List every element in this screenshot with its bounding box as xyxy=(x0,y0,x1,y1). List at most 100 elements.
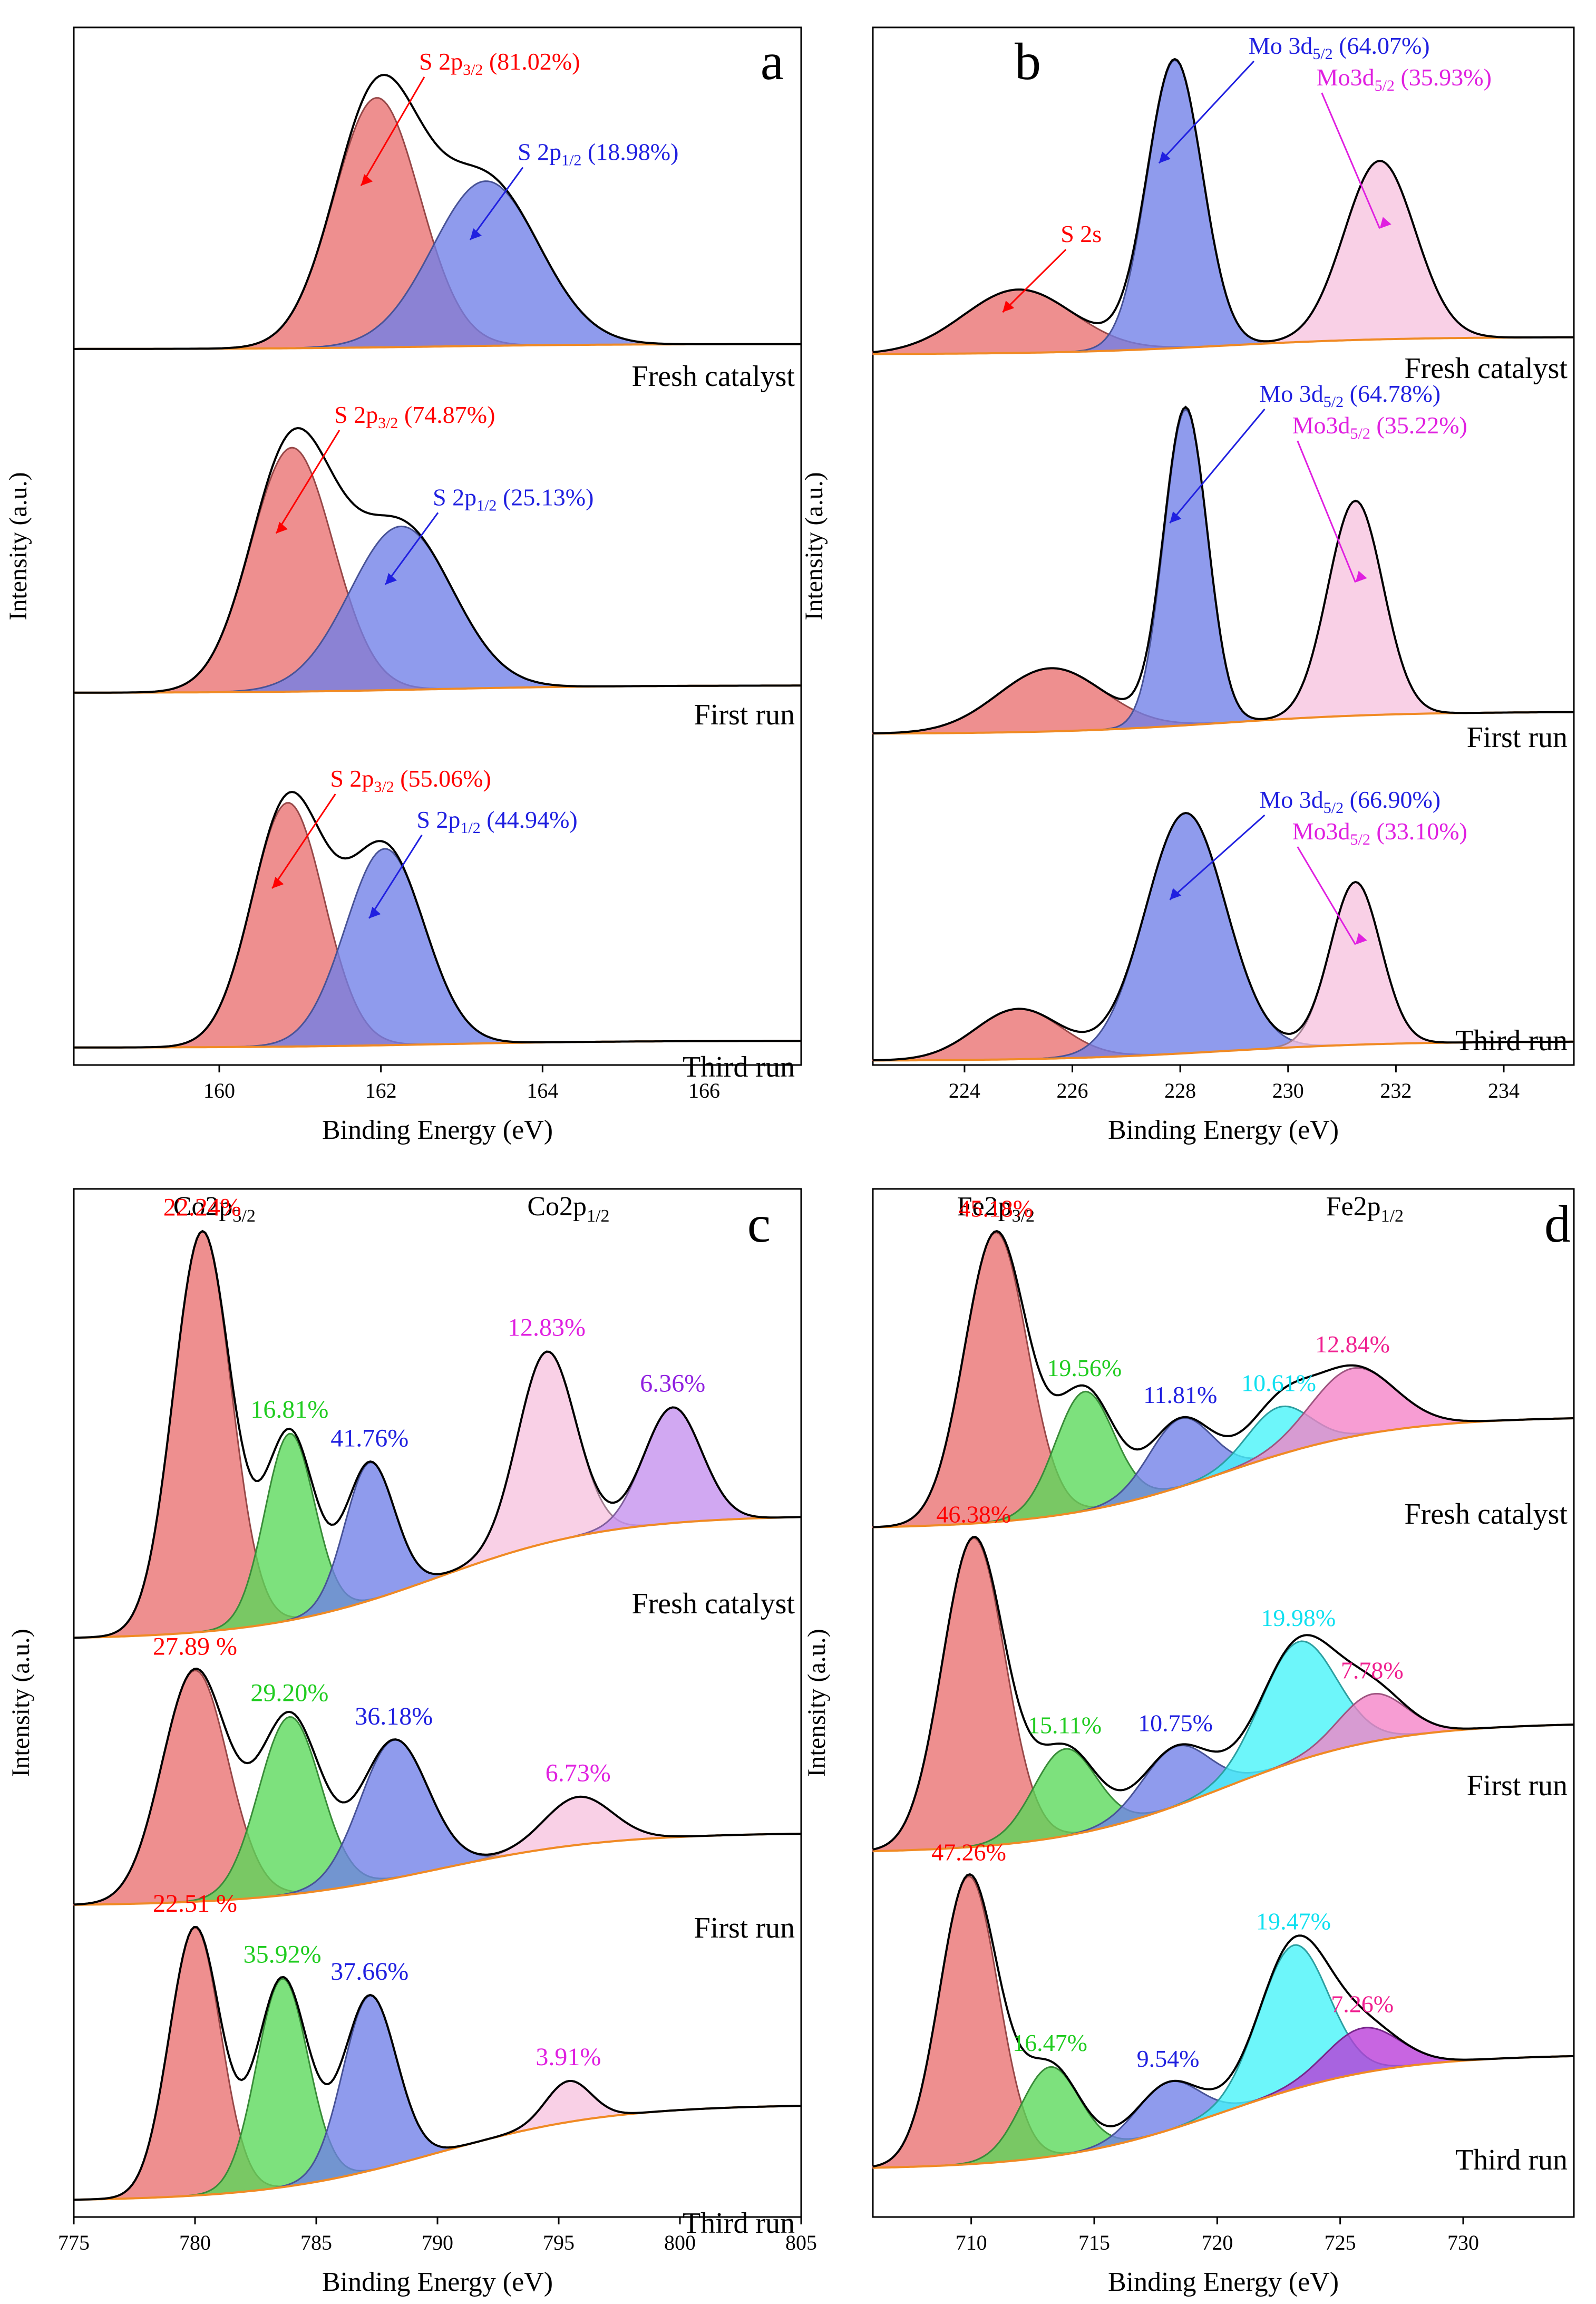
baseline-curve xyxy=(872,1724,1574,1853)
annotation-arrow xyxy=(1169,814,1266,901)
x-tick-label: 166 xyxy=(688,1079,720,1102)
x-tick-label: 775 xyxy=(58,2231,90,2254)
x-axis-label: Binding Energy (eV) xyxy=(322,2267,553,2297)
x-tick-label: 228 xyxy=(1164,1079,1196,1102)
x-axis-label: Binding Energy (eV) xyxy=(1108,2267,1339,2297)
annotation-arrow xyxy=(360,76,425,186)
peak-label: 35.92% xyxy=(244,1941,322,1969)
peak-label: S 2p1/2 (44.94%) xyxy=(416,806,577,837)
peak-label: 11.81% xyxy=(1143,1381,1217,1408)
series-first-run: First run Mo 3d5/2 (64.78%)Mo3d5/2 (35.22… xyxy=(872,380,1574,754)
x-tick-label: 224 xyxy=(949,1079,980,1102)
arrow-head xyxy=(470,228,482,240)
panel-frame xyxy=(872,26,1575,1066)
baseline-curve xyxy=(872,1417,1574,1528)
x-axis-label: Binding Energy (eV) xyxy=(1108,1115,1339,1145)
peak-label: 12.83% xyxy=(508,1314,586,1342)
series-caption: Third run xyxy=(683,1051,795,1083)
annotation-arrow xyxy=(1297,440,1357,583)
peak-label: 41.76% xyxy=(330,1425,408,1453)
x-tick-label: 160 xyxy=(203,1079,235,1102)
annotation-arrow xyxy=(368,835,423,919)
panel-frame xyxy=(73,26,802,1066)
arrow-head xyxy=(272,877,284,889)
arrow-head xyxy=(1003,301,1015,313)
peak-label: S 2p1/2 (18.98%) xyxy=(518,139,678,169)
annotation-arrow xyxy=(1169,409,1266,524)
y-axis-label: Intensity (a.u.) xyxy=(800,472,828,620)
panel-c: 775 780 785 790 795 800 805 Binding Energy (eV)… xyxy=(7,1188,817,2297)
panel-b: 224 226 228 230 232 234 Binding Energy (eV) Int… xyxy=(800,26,1575,1145)
x-tick-label: 164 xyxy=(527,1079,558,1102)
x-tick-label: 720 xyxy=(1201,2231,1233,2254)
series-fresh-catalyst: Fresh catalyst S 2s Mo 3d5/2 (64.07%)Mo3d5… xyxy=(872,32,1574,385)
envelope-curve xyxy=(872,1230,1574,1528)
peak-label: 7.78% xyxy=(1341,1657,1404,1683)
peak-label: 6.73% xyxy=(546,1759,611,1787)
peak-label: 29.20% xyxy=(250,1679,328,1707)
envelope-curve xyxy=(872,1535,1574,1851)
x-tick-label: 795 xyxy=(543,2231,575,2254)
panel-letter: a xyxy=(761,32,784,91)
component-peak xyxy=(74,848,802,1049)
series-caption: Third run xyxy=(1455,2144,1568,2176)
series-third-run: Third run 22.51 %35.92% 37.66% 3.91% xyxy=(73,1890,801,2240)
group-label: Co2p1/2 xyxy=(527,1192,609,1226)
envelope-curve xyxy=(872,405,1574,734)
panel-frame xyxy=(872,1188,1575,2218)
arrow-head xyxy=(1379,217,1391,229)
peak-label: Mo3d5/2 (33.10%) xyxy=(1292,818,1467,848)
arrow-head xyxy=(276,521,288,534)
x-tick-label: 232 xyxy=(1380,1079,1412,1102)
annotation-arrow xyxy=(275,430,340,534)
panel-letter: d xyxy=(1544,1195,1571,1253)
peak-label: 27.89 % xyxy=(153,1632,237,1660)
series-caption: Fresh catalyst xyxy=(632,360,795,393)
peak-label: 36.18% xyxy=(355,1702,433,1730)
component-peak xyxy=(873,812,1574,1061)
group-label: Fe2p1/2 xyxy=(1326,1192,1404,1226)
arrow-head xyxy=(1159,151,1171,163)
series-first-run: First run 46.38% 15.11% 10.75% 19.98%7.78% xyxy=(872,1500,1574,1853)
peak-label: 3.91% xyxy=(536,2043,601,2071)
peak-label: S 2p3/2 (55.06%) xyxy=(330,765,491,796)
arrow-head xyxy=(1170,511,1182,523)
series-fresh-catalyst: Fresh catalyst 45.18% 19.56% 11.81% 10.61% 12… xyxy=(872,1195,1574,1531)
series-fresh-catalyst: Fresh catalyst 22.24% 16.81%41.76% 12.83% 6.… xyxy=(73,1194,802,1639)
annotation-arrow xyxy=(271,793,336,889)
x-tick-label: 780 xyxy=(179,2231,211,2254)
component-peak xyxy=(872,1875,1574,2169)
y-axis-label: Intensity (a.u.) xyxy=(4,472,32,620)
peak-label: Mo 3d5/2 (64.78%) xyxy=(1259,380,1441,411)
peak-label: 10.61% xyxy=(1241,1369,1316,1396)
x-tick-label: 785 xyxy=(300,2231,332,2254)
peak-label: 47.26% xyxy=(931,1839,1006,1866)
peak-label: 37.66% xyxy=(330,1958,408,1986)
arrow-head xyxy=(369,906,381,918)
component-peak xyxy=(74,180,801,350)
y-axis-label: Intensity (a.u.) xyxy=(7,1629,35,1777)
x-tick-label: 710 xyxy=(956,2231,987,2254)
arrow-head xyxy=(1170,888,1182,900)
annotation-arrow xyxy=(384,512,439,585)
baseline-curve xyxy=(873,336,1574,355)
peak-label: 16.81% xyxy=(250,1396,328,1424)
x-tick-label: 162 xyxy=(365,1079,397,1102)
peak-label: S 2p3/2 (74.87%) xyxy=(334,401,495,432)
peak-label: Mo3d5/2 (35.22%) xyxy=(1292,412,1467,442)
x-tick-label: 234 xyxy=(1488,1079,1520,1102)
series-caption: Fresh catalyst xyxy=(1405,352,1568,385)
envelope-curve xyxy=(73,1667,802,1906)
peak-label: Mo 3d5/2 (64.07%) xyxy=(1249,32,1430,63)
x-axis-label: Binding Energy (eV) xyxy=(322,1115,553,1145)
peak-label: 10.75% xyxy=(1138,1709,1213,1736)
series-caption: Third run xyxy=(683,2207,795,2240)
peak-label: S 2s xyxy=(1060,220,1102,247)
envelope-curve xyxy=(74,427,801,694)
peak-label: 22.51 % xyxy=(153,1890,237,1918)
peak-label: 19.47% xyxy=(1256,1908,1331,1935)
peak-label: 45.18% xyxy=(958,1195,1033,1222)
series-third-run: Third run Mo 3d5/2 (66.90%)Mo3d5/2 (33.10… xyxy=(872,786,1574,1062)
series-caption: Third run xyxy=(1455,1024,1568,1057)
component-peak xyxy=(73,1927,801,2201)
